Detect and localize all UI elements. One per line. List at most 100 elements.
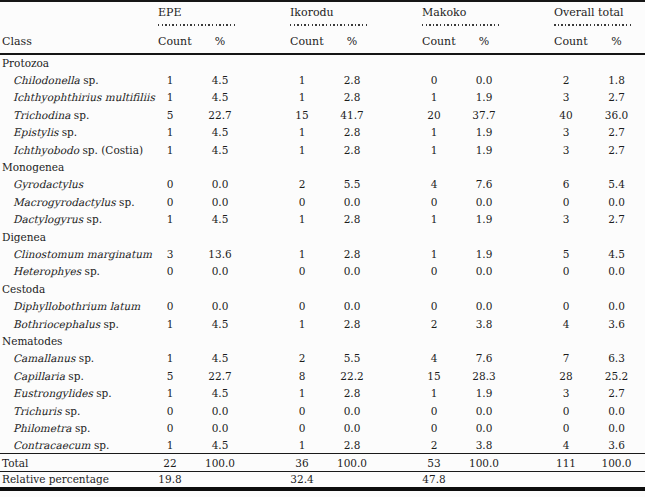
species-row: Heterophyes sp.00.000.000.000.0	[0, 263, 645, 280]
count-value: 0	[544, 193, 588, 210]
column-gap	[248, 141, 280, 158]
species-row: Chilodonella sp.14.512.800.021.8	[0, 71, 645, 88]
genus-name: Capillaria	[13, 370, 65, 382]
count-column-header: Count	[148, 29, 192, 54]
species-name: Ichthyobodo sp. (Costia)	[0, 141, 148, 158]
dotted-rule	[422, 24, 500, 26]
column-gap	[380, 263, 412, 280]
species-row: Capillaria sp.522.7822.21528.32825.2	[0, 367, 645, 384]
count-value: 0	[148, 402, 192, 419]
species-row: Diphyllobothrium latum00.000.000.000.0	[0, 297, 645, 314]
count-value: 1	[412, 245, 456, 262]
percent-column-header: %	[456, 29, 512, 54]
column-gap	[380, 124, 412, 141]
percent-value: 0.0	[456, 193, 512, 210]
genus-name: Ichthyobodo	[13, 144, 79, 156]
count-value: 1	[148, 350, 192, 367]
column-gap	[512, 315, 544, 332]
column-gap	[512, 402, 544, 419]
species-name: Philometra sp.	[0, 419, 148, 436]
column-gap	[380, 106, 412, 123]
column-gap	[512, 71, 544, 88]
column-gap	[248, 193, 280, 210]
percent-value: 41.7	[324, 106, 380, 123]
count-value: 111	[544, 454, 588, 471]
count-value: 4	[412, 350, 456, 367]
column-gap	[380, 454, 412, 471]
species-row: Philometra sp.00.000.000.000.0	[0, 419, 645, 436]
column-gap	[248, 315, 280, 332]
percent-value: 100.0	[324, 454, 380, 471]
percent-value: 4.5	[192, 71, 248, 88]
count-value: 3	[544, 141, 588, 158]
species-row: Trichuris sp.00.000.000.000.0	[0, 402, 645, 419]
count-value: 0	[148, 193, 192, 210]
count-value: 3	[148, 245, 192, 262]
percent-value: 0.0	[456, 419, 512, 436]
count-value: 5	[148, 367, 192, 384]
count-value: 4	[544, 437, 588, 454]
species-name: Epistylis sp.	[0, 124, 148, 141]
percent-value: 13.6	[192, 245, 248, 262]
summary-row: Relative percentage19.832.447.8	[0, 471, 645, 488]
species-suffix: sp.	[80, 74, 99, 86]
column-gap	[380, 89, 412, 106]
column-gap	[248, 350, 280, 367]
species-suffix: sp.	[83, 213, 102, 225]
percent-value: 7.6	[456, 350, 512, 367]
percent-value: 0.0	[588, 193, 645, 210]
section-label: Protozoa	[0, 54, 645, 71]
count-value: 1	[148, 384, 192, 401]
percent-value: 0.0	[192, 263, 248, 280]
column-gap	[248, 124, 280, 141]
count-value: 32.4	[280, 471, 324, 488]
genus-name: Clinostomum marginatum	[13, 248, 152, 260]
percent-value: 22.7	[192, 106, 248, 123]
dotted-rule	[158, 24, 236, 26]
count-column-header: Count	[412, 29, 456, 54]
count-value: 47.8	[412, 471, 456, 488]
percent-value: 4.5	[192, 350, 248, 367]
percent-value: 2.8	[324, 211, 380, 228]
column-gap	[512, 245, 544, 262]
count-value: 1	[148, 437, 192, 454]
count-value: 40	[544, 106, 588, 123]
percent-value: 0.0	[588, 419, 645, 436]
count-value: 1	[148, 124, 192, 141]
count-value: 0	[280, 263, 324, 280]
percent-value: 5.5	[324, 176, 380, 193]
row-label: Relative percentage	[0, 471, 148, 488]
percent-value: 4.5	[192, 124, 248, 141]
dotted-rule	[290, 24, 368, 26]
species-suffix: sp.	[116, 196, 135, 208]
group-header-row: Class EPE Ikorodu Makoko Overall total	[0, 1, 645, 29]
percent-value: 0.0	[324, 193, 380, 210]
column-gap	[248, 419, 280, 436]
percent-value: 4.5	[192, 437, 248, 454]
percent-column-header: %	[324, 29, 380, 54]
column-gap	[248, 471, 280, 488]
species-name: Diphyllobothrium latum	[0, 297, 148, 314]
percent-value: 0.0	[324, 263, 380, 280]
percent-value: 100.0	[588, 454, 645, 471]
section-label: Nematodes	[0, 332, 645, 349]
percent-value: 22.2	[324, 367, 380, 384]
species-suffix: sp.	[75, 352, 94, 364]
genus-name: Chilodonella	[13, 74, 80, 86]
species-name: Eustrongylides sp.	[0, 384, 148, 401]
count-value: 2	[280, 176, 324, 193]
column-gap	[512, 367, 544, 384]
species-row: Bothriocephalus sp.14.512.823.843.6	[0, 315, 645, 332]
genus-name: Dactylogyrus	[13, 213, 83, 225]
column-gap	[512, 471, 544, 488]
count-value: 2	[544, 71, 588, 88]
percent-value: 0.0	[456, 297, 512, 314]
count-value: 7	[544, 350, 588, 367]
percent-value: 1.9	[456, 384, 512, 401]
species-row: Ichthyobodo sp. (Costia)14.512.811.932.7	[0, 141, 645, 158]
species-row: Dactylogyrus sp.14.512.811.932.7	[0, 211, 645, 228]
count-value: 0	[544, 402, 588, 419]
count-value: 1	[148, 71, 192, 88]
row-label: Total	[0, 454, 148, 471]
count-value: 1	[280, 211, 324, 228]
